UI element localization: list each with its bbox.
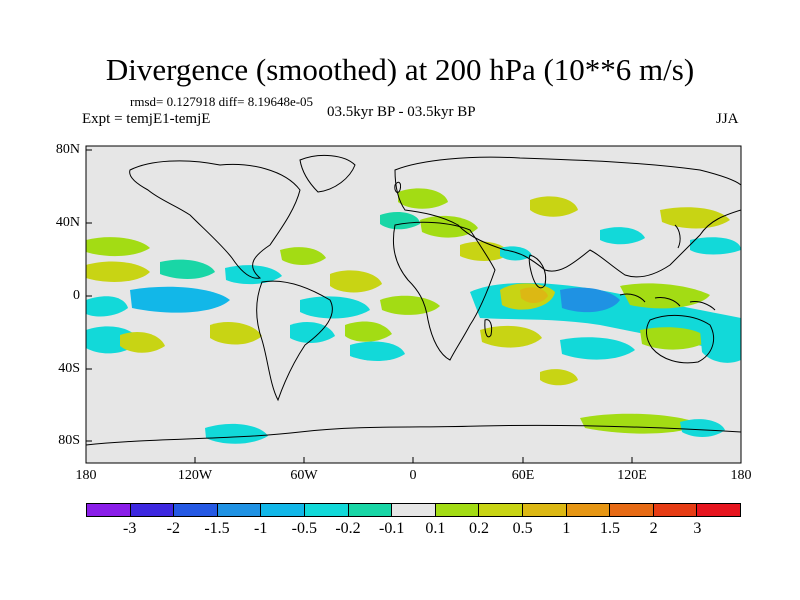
coast-africa [393,221,496,361]
field-e-asia-cyan [600,227,645,245]
xtick-label: 60E [511,468,535,483]
field-caribbean-cyan [225,265,282,285]
xtick-label: 0 [409,468,417,483]
field-mexico-green [280,247,326,265]
ytick-label: 80S [58,433,80,448]
field-n-asia-yellow [660,207,730,229]
field-eq-atlantic-blue [300,296,370,319]
colorbar-swatch [610,504,654,516]
field-europe-green [398,188,448,209]
field-ne-pacific-yellow [460,241,510,261]
colorbar-swatch [479,504,523,516]
colorbar-swatch [653,504,698,516]
colorbar-swatch [697,504,740,516]
xtick-label: 180 [75,468,97,483]
colorbar [86,503,741,517]
colorbar-swatch [304,504,349,516]
colorbar-label: 1.5 [600,520,620,537]
field-s-indian-cyan [560,337,635,360]
divergence-fields [86,188,741,444]
coast-india [528,254,547,289]
coast-south-america [256,280,333,402]
field-s-ocean-yellow [540,369,578,386]
field-eq-pacific-east [380,295,440,315]
colorbar-swatch [392,504,436,516]
field-s-atlantic-cyan [350,341,405,361]
coastlines [86,154,741,446]
field-mideast-green [420,215,478,238]
field-central-pacific-cyan [86,296,128,317]
colorbar-label: -2 [166,520,180,537]
field-n-pacific-green [86,237,150,257]
field-s-indian-yellow [480,325,542,348]
colorbar-label: -1.5 [204,520,230,537]
ytick-label: 80N [55,142,80,157]
field-amundsen-cyan [205,423,268,444]
coast-greenland [299,154,356,193]
coast-japan [674,224,681,249]
experiment-label: Expt = temjE1-temjE [82,111,211,127]
period-label: 03.5kyr BP - 03.5kyr BP [327,104,476,120]
colorbar-label: 2 [649,520,658,537]
field-west-pacific-yellow [86,261,150,282]
xtick-label: 120W [177,468,213,483]
colorbar-label: -0.5 [291,520,317,537]
colorbar-swatch [435,504,480,516]
colorbar-swatch [522,504,567,516]
xtick-label: 180 [730,468,752,483]
colorbar-label: 0.2 [469,520,489,537]
colorbar-label: -1 [253,520,268,537]
season-label: JJA [716,111,739,127]
colorbar-swatch [174,504,218,516]
colorbar-label: 3 [693,520,702,537]
field-s-atlantic-green [345,321,392,342]
colorbar-label: -3 [122,520,137,537]
tick-marks [85,149,742,463]
field-asia-orange [520,287,548,304]
coast-australia [646,315,714,364]
colorbar-swatch [261,504,305,516]
field-sh-pacific-yellow [120,332,165,353]
field-indian-ocean-mid [560,287,620,313]
ytick-label: 40S [58,361,80,376]
field-s-america-yellow [210,322,262,345]
field-north-atlantic-cyan [160,259,215,279]
field-tropic-atl-yellow [330,270,382,293]
coast-madagascar [484,319,493,338]
colorbar-swatch [348,504,393,516]
field-central-pacific-blue [130,286,230,313]
coast-north-america [129,160,301,279]
colorbar-swatch [130,504,175,516]
field-n-africa-cyan [380,211,420,230]
colorbar-swatch [217,504,262,516]
field-s-america-cyan [290,322,335,343]
colorbar-swatch [566,504,611,516]
ytick-label: 0 [73,288,80,303]
field-pacific-green [620,283,710,309]
colorbar-label: 0.5 [512,520,533,537]
field-s-indian-green [640,327,710,350]
ytick-label: 40N [55,215,80,230]
xtick-label: 60W [290,468,318,483]
field-central-asia-yellow [530,196,578,217]
field-australia-cyan [700,328,741,363]
coast-europe-asia [394,156,741,278]
xtick-label: 120E [617,468,647,483]
coast-british-isles [394,181,401,193]
stats-label: rmsd= 0.127918 diff= 8.19648e-05 [130,94,314,109]
colorbar-label: 1 [562,520,571,537]
colorbar-label: -0.1 [378,520,405,537]
colorbar-label: -0.2 [335,520,361,537]
coast-antarctica [86,424,741,446]
field-antarctic-cyan [680,419,725,437]
map-title: Divergence (smoothed) at 200 hPa (10**6 … [105,52,695,87]
coast-indonesia [619,293,716,311]
colorbar-label: 0.1 [425,520,446,537]
field-arabian-cyan [500,246,532,261]
field-east-pacific-cyan [690,237,741,255]
colorbar-swatch [87,504,131,516]
